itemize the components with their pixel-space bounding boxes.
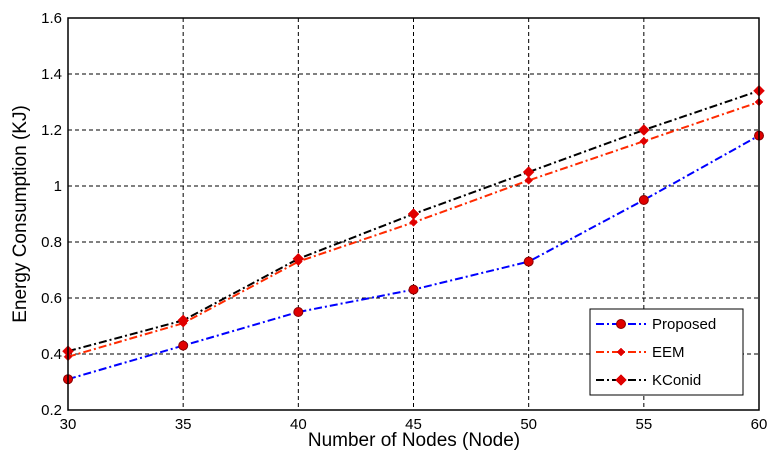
legend-label-eem: EEM [652,344,685,361]
x-tick-label: 50 [520,416,537,433]
data-point-proposed [408,284,419,295]
y-tick-label: 1 [54,178,62,195]
x-tick-label: 60 [751,416,768,433]
data-point-kconid [292,252,305,265]
x-tick-label: 40 [290,416,307,433]
y-axis-label: Energy Consumption (KJ) [10,105,31,323]
y-tick-label: 0.4 [41,346,62,363]
y-tick-label: 0.8 [41,234,62,251]
data-point-proposed [178,340,189,351]
data-point-eem [639,136,649,146]
y-tick-label: 0.6 [41,290,62,307]
x-tick-label: 55 [635,416,652,433]
legend-label-kconid: KConid [652,372,701,389]
data-point-eem [409,218,418,227]
legend-label-proposed: Proposed [652,316,716,333]
data-point-proposed [523,256,534,267]
data-point-kconid [637,124,650,136]
legend: Proposed EEM KConid [589,308,744,396]
series-kconid [62,84,765,358]
data-point-kconid [177,314,190,327]
data-point-proposed [293,307,304,317]
y-tick-label: 0.2 [41,402,62,419]
data-point-eem [524,176,534,185]
data-point-proposed [638,195,649,205]
x-tick-label: 45 [405,416,422,433]
tick-labels: 30 35 40 45 50 55 60 0.2 0.4 0.6 0.8 1 1.2 1.4 1.6 [41,10,767,433]
data-point-kconid [407,208,420,220]
x-tick-label: 35 [175,416,192,433]
x-tick-label: 30 [60,416,77,433]
plot-frame [67,17,760,411]
y-tick-label: 1.4 [41,66,62,83]
data-point-kconid [522,166,535,178]
legend-marker-kconid [615,374,627,386]
legend-marker-proposed [616,319,626,329]
y-tick-label: 1.2 [41,122,62,139]
legend-marker-eem [616,347,626,357]
y-tick-label: 1.6 [41,10,62,27]
x-axis-label: Number of Nodes (Node) [308,430,520,451]
